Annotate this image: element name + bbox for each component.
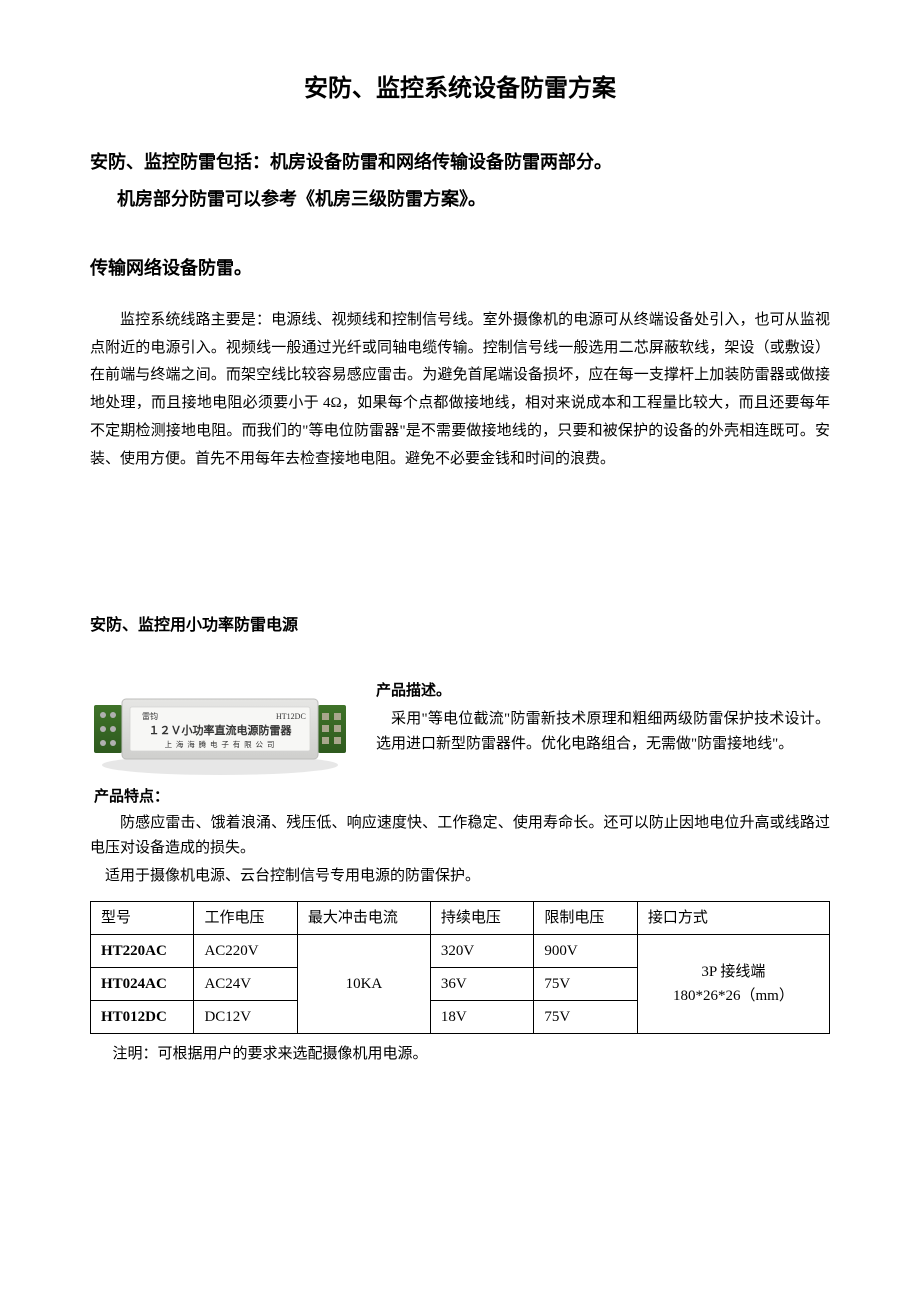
table-cell-model: HT024AC <box>91 968 194 1001</box>
table-header: 持续电压 <box>430 902 533 935</box>
left-terminal-icon <box>94 705 122 753</box>
features-body-1: 防感应雷击、饿着浪涌、残压低、响应速度快、工作稳定、使用寿命长。还可以防止因地电… <box>90 811 830 862</box>
screw-icon <box>110 712 116 718</box>
table-cell: DC12V <box>194 1001 297 1034</box>
screw-icon <box>110 740 116 746</box>
product-image: 雷钧 HT12DC １２Ｖ小功率直流电源防雷器 上 海 海 腾 电 子 有 限 … <box>90 679 350 779</box>
screw-icon <box>110 726 116 732</box>
intro-line-1: 安防、监控防雷包括：机房设备防雷和网络传输设备防雷两部分。 <box>90 148 830 177</box>
table-cell: 75V <box>534 968 637 1001</box>
port-icon <box>322 737 329 744</box>
screw-icon <box>100 740 106 746</box>
intro-line-2: 机房部分防雷可以参考《机房三级防雷方案》。 <box>90 185 830 214</box>
table-cell: 900V <box>534 935 637 968</box>
port-icon <box>322 725 329 732</box>
features-title: 产品特点： <box>94 785 830 809</box>
device-label-sub: 上 海 海 腾 电 子 有 限 公 司 <box>165 739 276 749</box>
table-cell: 36V <box>430 968 533 1001</box>
table-header: 接口方式 <box>637 902 829 935</box>
table-cell: 320V <box>430 935 533 968</box>
table-cell-model: HT012DC <box>91 1001 194 1034</box>
device-label-top-left: 雷钧 <box>142 711 158 721</box>
desc-title: 产品描述。 <box>376 679 830 703</box>
table-header: 工作电压 <box>194 902 297 935</box>
device-illustration-icon: 雷钧 HT12DC １２Ｖ小功率直流电源防雷器 上 海 海 腾 电 子 有 限 … <box>90 679 350 779</box>
table-cell: AC24V <box>194 968 297 1001</box>
table-cell-shock: 10KA <box>297 935 430 1034</box>
port-icon <box>334 737 341 744</box>
product-description: 产品描述。 采用"等电位截流"防雷新技术原理和粗细两级防雷保护技术设计。选用进口… <box>376 679 830 758</box>
table-cell: 18V <box>430 1001 533 1034</box>
screw-icon <box>100 726 106 732</box>
table-header-row: 型号 工作电压 最大冲击电流 持续电压 限制电压 接口方式 <box>91 902 830 935</box>
table-row: HT220AC AC220V 10KA 320V 900V 3P 接线端 180… <box>91 935 830 968</box>
table-cell: 75V <box>534 1001 637 1034</box>
device-label-top-right: HT12DC <box>276 712 306 721</box>
section3-heading: 安防、监控用小功率防雷电源 <box>90 613 830 639</box>
spec-table: 型号 工作电压 最大冲击电流 持续电压 限制电压 接口方式 HT220AC AC… <box>90 901 830 1034</box>
device-label-main: １２Ｖ小功率直流电源防雷器 <box>149 723 293 737</box>
section2-heading: 传输网络设备防雷。 <box>90 254 830 283</box>
screw-icon <box>100 712 106 718</box>
interface-line1: 3P 接线端 <box>701 964 765 980</box>
features-body-2: 适用于摄像机电源、云台控制信号专用电源的防雷保护。 <box>90 864 830 890</box>
interface-line2: 180*26*26（mm） <box>673 988 794 1004</box>
product-row: 雷钧 HT12DC １２Ｖ小功率直流电源防雷器 上 海 海 腾 电 子 有 限 … <box>90 679 830 779</box>
port-icon <box>334 725 341 732</box>
table-cell-model: HT220AC <box>91 935 194 968</box>
page-title: 安防、监控系统设备防雷方案 <box>90 70 830 108</box>
port-icon <box>322 713 329 720</box>
port-icon <box>334 713 341 720</box>
table-header: 限制电压 <box>534 902 637 935</box>
desc-body: 采用"等电位截流"防雷新技术原理和粗细两级防雷保护技术设计。选用进口新型防雷器件… <box>376 707 830 758</box>
table-note: 注明：可根据用户的要求来选配摄像机用电源。 <box>90 1042 830 1066</box>
table-cell: AC220V <box>194 935 297 968</box>
table-header: 最大冲击电流 <box>297 902 430 935</box>
section2-paragraph: 监控系统线路主要是：电源线、视频线和控制信号线。室外摄像机的电源可从终端设备处引… <box>90 307 830 474</box>
table-header: 型号 <box>91 902 194 935</box>
table-cell-interface: 3P 接线端 180*26*26（mm） <box>637 935 829 1034</box>
